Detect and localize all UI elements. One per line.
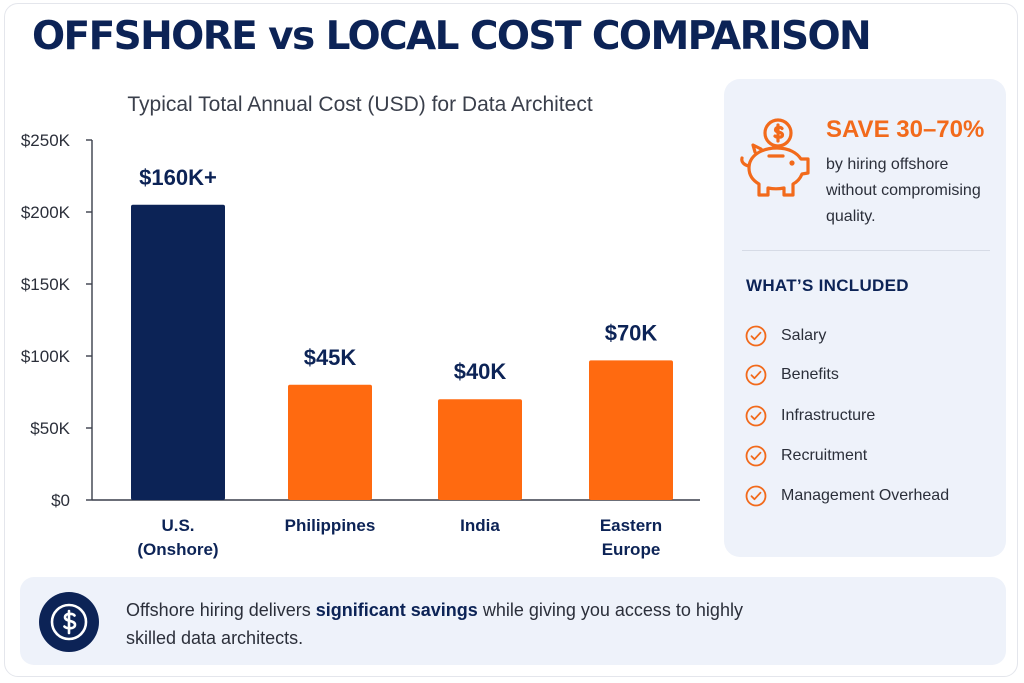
summary-text: Offshore hiring delivers significant sav… [126,596,766,652]
summary-text-end: while giving you access to highly skille… [126,600,743,648]
included-item-benefits: Benefits [745,355,949,395]
savings-headline: SAVE 30–70% [826,116,985,143]
summary-text-emphasis: significant savings [315,600,478,620]
y-tick-label: $50K [30,419,70,438]
page-title: OFFSHORE vs LOCAL COST COMPARISON [32,14,872,59]
y-tick-label: $0 [51,491,70,510]
bar [589,360,673,500]
bar-value-label: $40K [454,359,507,384]
x-category-label: Philippines [285,516,376,535]
summary-banner [20,577,1006,665]
included-item-salary: Salary [745,317,949,355]
x-category-label: Europe [602,540,661,559]
chart-title: Typical Total Annual Cost (USD) for Data… [127,93,593,116]
check-circle-icon [745,445,767,467]
savings-panel [724,79,1006,557]
included-item-label: Salary [781,327,827,344]
y-tick-label: $250K [21,131,71,150]
bar-chart: $0 $50K $100K $150K $200K $250K $160K+ U.S. (Ons… [21,131,700,559]
y-tick-label: $200K [21,203,71,222]
bar-value-label: $160K+ [139,165,217,190]
panel-divider [742,250,990,251]
included-item-management-overhead: Management Overhead [745,476,949,516]
x-category-label: India [460,516,500,535]
bar-value-label: $70K [605,320,658,345]
included-list: Salary Benefits Infrastructure Recruitme… [745,317,949,516]
included-item-label: Benefits [781,366,839,383]
bar-value-label: $45K [304,345,357,370]
included-item-label: Infrastructure [781,406,876,424]
y-tick-label: $100K [21,347,71,366]
bar [131,204,225,501]
savings-description: by hiring offshore without compromising … [826,156,981,225]
check-circle-icon [745,364,767,386]
y-tick-label: $150K [21,275,71,294]
summary-text-start: Offshore hiring delivers [126,600,316,620]
x-category-label: Eastern [600,516,662,535]
bar [438,399,522,500]
check-circle-icon [745,485,767,507]
x-category-label: (Onshore) [137,540,218,559]
piggy-bank-icon [740,118,810,197]
check-circle-icon [745,325,767,347]
included-heading: WHAT’S INCLUDED [746,276,909,295]
included-item-infrastructure: Infrastructure [745,395,949,436]
check-circle-icon [745,405,767,426]
included-item-recruitment: Recruitment [745,436,949,476]
included-item-label: Recruitment [781,447,868,464]
dollar-icon [39,592,99,652]
included-item-label: Management Overhead [781,487,950,504]
x-category-label: U.S. [161,516,194,535]
bar [288,384,372,500]
